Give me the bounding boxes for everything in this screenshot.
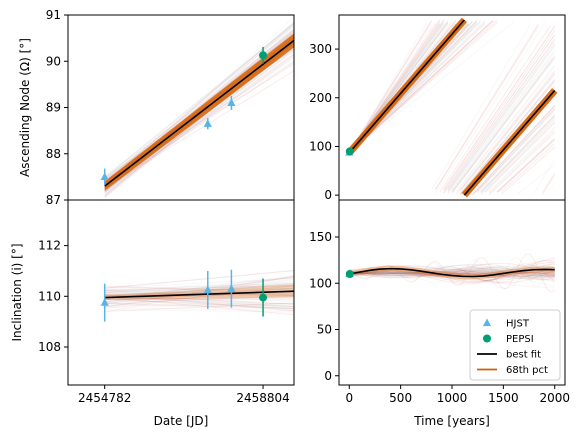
posterior-draw — [542, 175, 554, 195]
y-tick-label: 300 — [309, 42, 332, 56]
x-tick-label: 0 — [345, 391, 353, 405]
posterior-draw — [489, 130, 555, 193]
xlabel-date: Date [JD] — [154, 414, 209, 428]
y-tick-label: 89 — [46, 101, 61, 115]
x-tick-label: 1500 — [488, 391, 519, 405]
x-tick-label: 2454782 — [78, 391, 131, 405]
legend-label: 68th pct — [506, 365, 548, 376]
y-tick-label: 200 — [309, 91, 332, 105]
y-tick-label: 91 — [46, 8, 61, 22]
y-tick-label: 87 — [46, 193, 61, 207]
panel-ascending-node-time: 0 100 200 300 — [309, 15, 565, 202]
series-layer — [105, 40, 294, 186]
axes-frame — [68, 15, 294, 200]
legend-label: best fit — [506, 350, 541, 361]
posterior-draws — [105, 17, 294, 198]
y-tick-label: 150 — [309, 230, 332, 244]
pepsi-point — [259, 294, 267, 302]
y-tick-label: 0 — [324, 369, 332, 383]
panel-inclination-date: 108 110 112 2454782 2458804 — [38, 200, 294, 405]
panel-ascending-node-date: 87 88 89 90 91 — [46, 8, 294, 207]
posterior-draw — [105, 54, 294, 191]
ylabel-inclination: Inclination (i) [°] — [10, 243, 24, 341]
y-tick-label: 50 — [317, 323, 332, 337]
legend: HJST PEPSI best fit 68th pct — [470, 310, 560, 380]
x-tick-label: 2000 — [539, 391, 570, 405]
y-tick-label: 88 — [46, 147, 61, 161]
x-tick-label: 2458804 — [236, 391, 289, 405]
posterior-draws — [349, 254, 554, 292]
y-tick-label: 108 — [38, 340, 61, 354]
posterior-draws — [349, 20, 554, 195]
pepsi-point — [346, 270, 354, 278]
legend-marker-pepsi — [483, 335, 491, 343]
best-fit-line — [349, 20, 464, 153]
posterior-draw — [551, 183, 555, 189]
pepsi-point — [346, 147, 354, 155]
best-fit-line — [105, 40, 294, 186]
y-tick-label: 90 — [46, 54, 61, 68]
y-tick-label: 0 — [324, 188, 332, 202]
points-layer — [345, 147, 354, 155]
legend-label: HJST — [506, 319, 530, 330]
legend-label: PEPSI — [506, 334, 534, 345]
ylabel-ascending-node: Ascending Node (Ω) [°] — [18, 38, 32, 177]
xlabel-time: Time [years] — [413, 414, 490, 428]
y-tick-label: 110 — [38, 289, 61, 303]
y-tick-label: 112 — [38, 239, 61, 253]
x-tick-label: 500 — [389, 391, 412, 405]
y-tick-label: 100 — [309, 139, 332, 153]
x-tick-label: 1000 — [437, 391, 468, 405]
y-tick-label: 100 — [309, 276, 332, 290]
pepsi-point — [259, 51, 267, 59]
